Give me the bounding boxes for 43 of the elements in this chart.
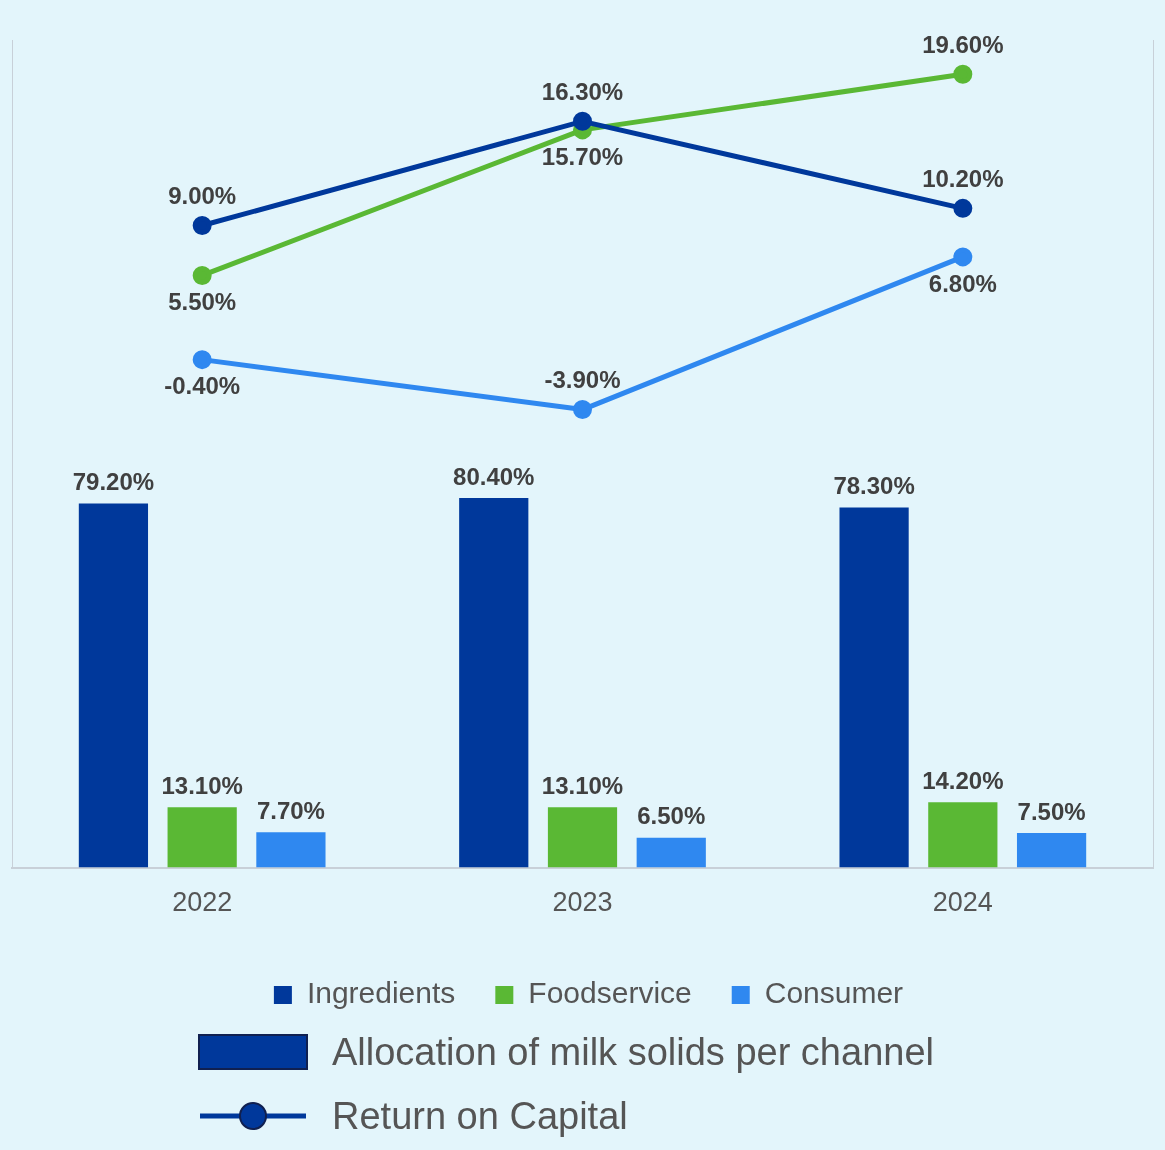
text: Return on Capital — [332, 1094, 628, 1138]
data-label: 19.60% — [922, 30, 1004, 58]
data-label: 10.20% — [922, 165, 1004, 192]
data-label: 15.70% — [541, 142, 624, 170]
bar — [928, 802, 998, 868]
data-label: 13.10% — [541, 771, 624, 799]
data-label: 13.10% — [161, 771, 243, 799]
legend-label: Ingredients — [306, 976, 456, 1010]
bar — [1016, 833, 1087, 868]
x-tick-label: 2022 — [172, 887, 233, 918]
data-label: -3.90% — [544, 366, 621, 394]
data-label: 7.70% — [256, 796, 325, 824]
point — [953, 247, 973, 267]
bar — [839, 507, 909, 868]
data-label: 78.30% — [833, 472, 915, 500]
point — [192, 265, 212, 285]
point — [953, 198, 973, 218]
point — [573, 400, 592, 420]
data-label: 16.30% — [541, 77, 624, 105]
data-label: 6.50% — [637, 802, 706, 830]
bar — [167, 807, 237, 868]
x-tick-label: 2023 — [552, 887, 613, 918]
point — [192, 350, 212, 370]
data-label: 6.80% — [928, 269, 997, 297]
data-label: 9.00% — [168, 182, 237, 210]
data-label: 80.40% — [453, 462, 535, 490]
data-label: 79.20% — [72, 468, 155, 496]
data-label: 14.20% — [922, 766, 1004, 794]
point — [573, 111, 592, 131]
bar — [636, 837, 706, 868]
bar — [256, 832, 326, 868]
legend-label: Foodservice — [528, 976, 692, 1010]
data-label: -0.40% — [164, 372, 241, 400]
bar — [78, 503, 149, 868]
data-label: 5.50% — [168, 288, 237, 316]
x-tick-label: 2024 — [932, 887, 993, 918]
point — [192, 216, 212, 235]
text: Allocation of milk solids per channel — [332, 1030, 934, 1074]
point — [953, 64, 973, 84]
bar — [459, 497, 529, 868]
bar — [547, 807, 618, 868]
data-label: 7.50% — [1017, 797, 1086, 825]
legend-label: Consumer — [764, 976, 904, 1010]
